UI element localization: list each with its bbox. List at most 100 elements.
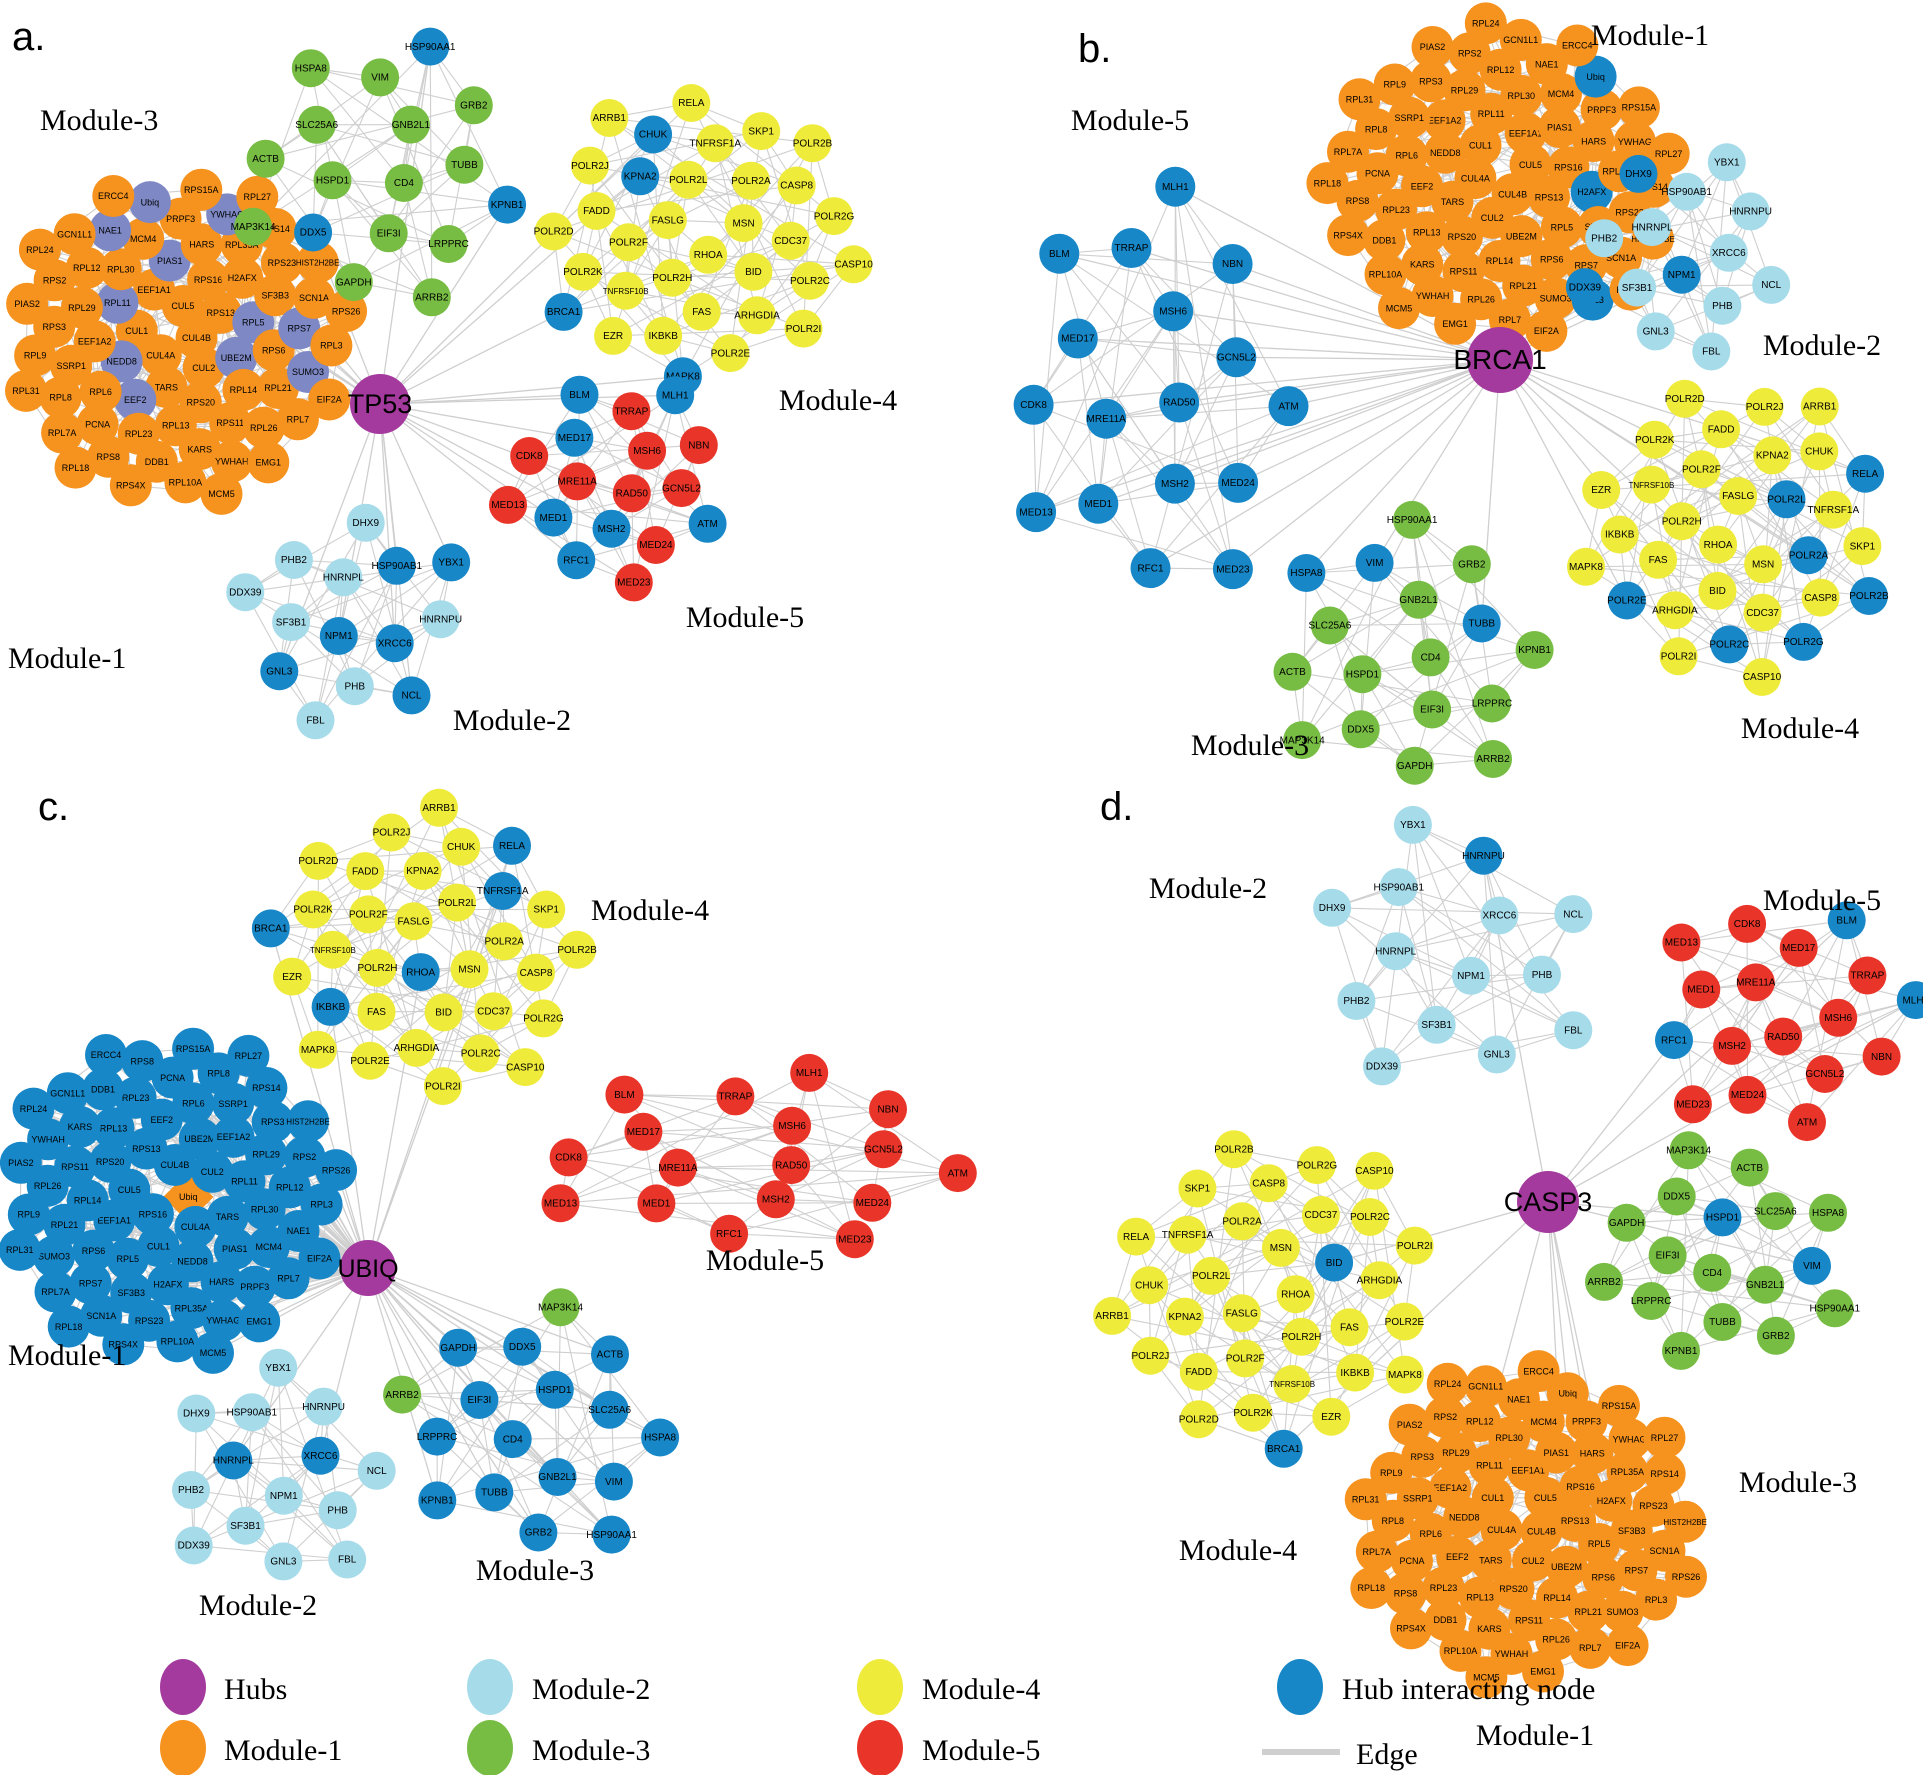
node-shape-MAP3K14 [234,207,273,246]
node-label-HSP90AA1: HSP90AA1 [1387,515,1438,526]
node-label-NAE1: NAE1 [98,226,122,236]
edge [1658,554,1809,561]
node-label-EMG1: EMG1 [256,458,282,468]
node-label-MED23: MED23 [617,578,651,589]
node-label-PHB: PHB [327,1505,348,1516]
node-label-RPL24: RPL24 [20,1104,48,1114]
node-label-FASLG: FASLG [397,916,429,927]
node-shape-EIF2A [1606,1624,1649,1667]
edge [1584,252,1729,288]
node-label-CUL1: CUL1 [147,1241,170,1251]
node-shape-RPS4X [1327,214,1370,257]
node-shape-IKBKB [644,316,683,355]
node-PHB: PHB [1523,955,1561,994]
node-label-GNB2L1: GNB2L1 [538,1472,577,1483]
node-EEF1A2: EEF1A2 [1429,1467,1472,1509]
node-shape-EEF1A1 [1504,112,1547,155]
node-shape-HARS [200,1261,243,1303]
edge [1241,1313,1285,1449]
node-label-SLC25A6: SLC25A6 [588,1405,631,1416]
node-GRB2: GRB2 [454,86,493,125]
node-shape-MED17 [555,418,594,457]
node-label-KPNB1: KPNB1 [421,1496,454,1507]
hub-edge [1288,359,1501,407]
node-YBX1: YBX1 [1707,143,1746,182]
node-label-ARHGDIA: ARHGDIA [734,311,780,322]
edge [1355,886,1400,1002]
node-POLR2D: POLR2D [1665,379,1705,418]
node-label-FBL: FBL [306,716,325,727]
node-label-GCN1L1: GCN1L1 [50,1088,85,1098]
edge [277,1367,285,1496]
node-shape-HSP90AB1 [232,1393,271,1432]
node-RPS26: RPS26 [315,1149,358,1192]
node-PCNA: PCNA [1391,1539,1433,1582]
node-shape-BID [734,252,773,291]
node-label-UBE2M: UBE2M [1506,231,1537,241]
node-shape-RPS2 [283,1135,326,1178]
node-shape-MED24 [1728,1075,1767,1114]
node-label-RPL10A: RPL10A [1444,1646,1478,1656]
node-shape-RPS14 [1643,1452,1686,1495]
node-label-MAP3K14: MAP3K14 [1280,735,1325,746]
node-label-RPL12: RPL12 [276,1183,304,1193]
node-label-CASP10: CASP10 [834,260,873,271]
node-GCN5L2: GCN5L2 [1805,1055,1845,1093]
node-label-RPL31: RPL31 [6,1245,34,1255]
node-label-CUL5: CUL5 [171,301,194,311]
node-shape-PRPF3 [1580,88,1623,131]
node-shape-BLM [1039,233,1080,274]
hub-edge [367,1267,495,1493]
module-label-c-Module-4: Module-4 [591,894,709,927]
node-POLR2B: POLR2B [1214,1130,1254,1169]
node-SF3B1: SF3B1 [1618,268,1657,307]
node-MCM4: MCM4 [122,217,165,260]
node-RPL21: RPL21 [1567,1590,1610,1633]
node-label-POLR2B: POLR2B [1849,591,1889,602]
edge [265,104,474,160]
edge [252,46,431,228]
node-TRRAP: TRRAP [612,392,651,431]
node-FASLG: FASLG [648,201,687,240]
node-PHB2: PHB2 [172,1471,210,1509]
node-label-GRB2: GRB2 [460,101,488,112]
node-shape-POLR2J [571,146,609,185]
node-shape-IKBKB [311,987,350,1026]
node-shape-GCN1L1 [1499,18,1542,61]
node-SF3B3: SF3B3 [254,274,297,317]
edge [537,1354,611,1533]
node-ARHGDIA: ARHGDIA [734,296,780,335]
node-label-NCL: NCL [367,1466,387,1477]
node-RPL12: RPL12 [65,246,108,289]
node-label-RPL10A: RPL10A [1369,269,1403,279]
node-shape-EIF3I [369,214,408,253]
node-POLR2E: POLR2E [711,334,750,373]
node-shape-RPS14 [245,1067,288,1109]
node-label-NAE1: NAE1 [1535,59,1559,69]
edge [1295,1170,1375,1295]
node-RHOA: RHOA [689,235,728,274]
hub-edge [1179,359,1501,404]
node-shape-POLR2L [1192,1256,1231,1295]
node-label-FASLG: FASLG [1722,491,1754,502]
edge [624,1094,889,1110]
node-RPL18: RPL18 [1306,162,1349,205]
node-label-UBE2M: UBE2M [1551,1562,1582,1572]
node-shape-GNL3 [260,652,299,691]
node-label-POLR2I: POLR2I [786,324,822,335]
node-label-POLR2D: POLR2D [534,227,574,238]
node-RPL10A: RPL10A [1364,253,1407,296]
node-label-PHB: PHB [345,681,366,692]
node-label-RPL21: RPL21 [1575,1607,1603,1617]
node-POLR2L: POLR2L [1767,480,1806,519]
node-label-PRPF3: PRPF3 [240,1282,269,1292]
node-shape-HSPD1 [1343,655,1382,694]
node-label-DHX9: DHX9 [1319,903,1346,914]
node-label-RPL5: RPL5 [117,1254,140,1264]
node-shape-NBN [679,426,718,465]
edge [196,1412,377,1472]
node-GNB2L1: GNB2L1 [538,1458,577,1496]
node-shape-VIM [1355,543,1394,582]
node-RPL5: RPL5 [1540,206,1583,249]
node-label-RPL30: RPL30 [251,1204,279,1214]
